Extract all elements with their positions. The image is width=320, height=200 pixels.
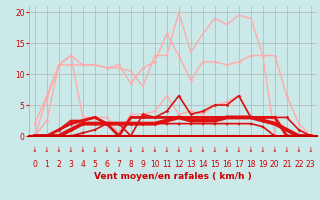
Text: 2: 2: [56, 160, 61, 169]
Text: ↓: ↓: [224, 147, 230, 153]
Text: 19: 19: [258, 160, 268, 169]
Text: Vent moyen/en rafales ( km/h ): Vent moyen/en rafales ( km/h ): [94, 172, 252, 181]
Text: 8: 8: [128, 160, 133, 169]
Text: ↓: ↓: [44, 147, 50, 153]
Text: 22: 22: [294, 160, 304, 169]
Text: ↓: ↓: [176, 147, 182, 153]
Text: ↓: ↓: [284, 147, 290, 153]
Text: 17: 17: [234, 160, 244, 169]
Text: 23: 23: [306, 160, 316, 169]
Text: 13: 13: [186, 160, 196, 169]
Text: ↓: ↓: [152, 147, 158, 153]
Text: ↓: ↓: [32, 147, 38, 153]
Text: 7: 7: [116, 160, 121, 169]
Text: ↓: ↓: [104, 147, 110, 153]
Text: ↓: ↓: [212, 147, 218, 153]
Text: 11: 11: [162, 160, 172, 169]
Text: 10: 10: [150, 160, 160, 169]
Text: ↓: ↓: [140, 147, 146, 153]
Text: 14: 14: [198, 160, 208, 169]
Text: 20: 20: [270, 160, 280, 169]
Text: 6: 6: [104, 160, 109, 169]
Text: 15: 15: [210, 160, 220, 169]
Text: 5: 5: [92, 160, 97, 169]
Text: 0: 0: [32, 160, 37, 169]
Text: ↓: ↓: [80, 147, 86, 153]
Text: ↓: ↓: [128, 147, 134, 153]
Text: 21: 21: [282, 160, 292, 169]
Text: 1: 1: [44, 160, 49, 169]
Text: ↓: ↓: [188, 147, 194, 153]
Text: ↓: ↓: [308, 147, 314, 153]
Text: ↓: ↓: [56, 147, 62, 153]
Text: 3: 3: [68, 160, 73, 169]
Text: 9: 9: [140, 160, 145, 169]
Text: ↓: ↓: [92, 147, 98, 153]
Text: 4: 4: [80, 160, 85, 169]
Text: 12: 12: [174, 160, 184, 169]
Text: ↓: ↓: [248, 147, 254, 153]
Text: 16: 16: [222, 160, 232, 169]
Text: ↓: ↓: [116, 147, 122, 153]
Text: 18: 18: [246, 160, 256, 169]
Text: ↓: ↓: [68, 147, 74, 153]
Text: ↓: ↓: [200, 147, 206, 153]
Text: ↓: ↓: [164, 147, 170, 153]
Text: ↓: ↓: [236, 147, 242, 153]
Text: ↓: ↓: [272, 147, 278, 153]
Text: ↓: ↓: [260, 147, 266, 153]
Text: ↓: ↓: [296, 147, 302, 153]
